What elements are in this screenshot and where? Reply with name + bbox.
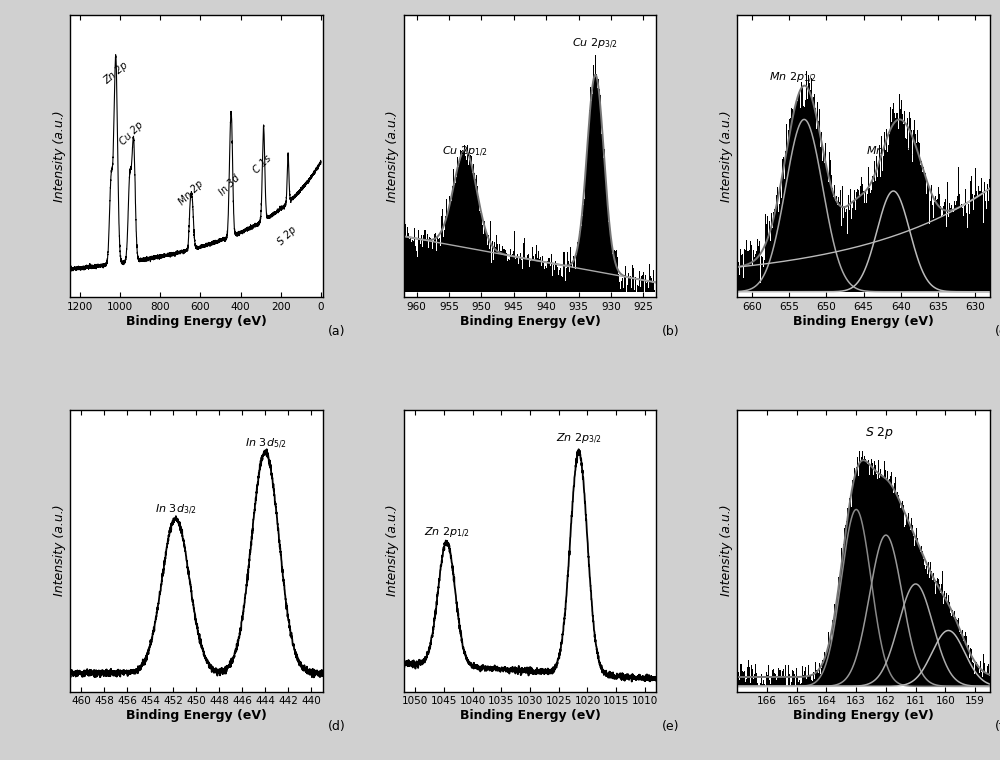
Text: C 1s: C 1s bbox=[252, 154, 274, 176]
Y-axis label: Intensity (a.u.): Intensity (a.u.) bbox=[720, 110, 733, 202]
Y-axis label: Intensity (a.u.): Intensity (a.u.) bbox=[386, 110, 399, 202]
X-axis label: Binding Energy (eV): Binding Energy (eV) bbox=[460, 709, 600, 722]
X-axis label: Binding Energy (eV): Binding Energy (eV) bbox=[793, 315, 934, 328]
Y-axis label: Intensity (a.u.): Intensity (a.u.) bbox=[720, 505, 733, 597]
Text: $Mn\ 2p_{1/2}$: $Mn\ 2p_{1/2}$ bbox=[769, 71, 817, 85]
Y-axis label: Intensity (a.u.): Intensity (a.u.) bbox=[53, 110, 66, 202]
Text: $S\ 2p$: $S\ 2p$ bbox=[865, 425, 895, 441]
Text: $Cu\ 2p_{1/2}$: $Cu\ 2p_{1/2}$ bbox=[442, 145, 488, 159]
Text: $Mn\ 2p_{3/2}$: $Mn\ 2p_{3/2}$ bbox=[866, 145, 914, 159]
Text: S 2p: S 2p bbox=[276, 224, 298, 247]
Text: $In\ 3d_{3/2}$: $In\ 3d_{3/2}$ bbox=[155, 502, 196, 517]
Text: (a): (a) bbox=[328, 325, 345, 338]
Text: (e): (e) bbox=[661, 720, 679, 733]
Text: (f): (f) bbox=[995, 720, 1000, 733]
X-axis label: Binding Energy (eV): Binding Energy (eV) bbox=[126, 315, 267, 328]
X-axis label: Binding Energy (eV): Binding Energy (eV) bbox=[126, 709, 267, 722]
Y-axis label: Intensity (a.u.): Intensity (a.u.) bbox=[386, 505, 399, 597]
Text: (b): (b) bbox=[661, 325, 679, 338]
X-axis label: Binding Energy (eV): Binding Energy (eV) bbox=[793, 709, 934, 722]
Text: $Cu\ 2p_{3/2}$: $Cu\ 2p_{3/2}$ bbox=[572, 37, 618, 51]
Text: $In\ 3d_{5/2}$: $In\ 3d_{5/2}$ bbox=[245, 437, 286, 451]
Text: $Zn\ 2p_{1/2}$: $Zn\ 2p_{1/2}$ bbox=[424, 527, 470, 540]
Y-axis label: Intensity (a.u.): Intensity (a.u.) bbox=[53, 505, 66, 597]
Text: In 3d: In 3d bbox=[217, 173, 242, 197]
Text: (d): (d) bbox=[328, 720, 346, 733]
Text: Cu 2p: Cu 2p bbox=[118, 119, 145, 147]
X-axis label: Binding Energy (eV): Binding Energy (eV) bbox=[460, 315, 600, 328]
Text: Mn 2p: Mn 2p bbox=[177, 179, 205, 207]
Text: Zn 2p: Zn 2p bbox=[102, 60, 130, 87]
Text: $Zn\ 2p_{3/2}$: $Zn\ 2p_{3/2}$ bbox=[556, 432, 602, 445]
Text: (c): (c) bbox=[995, 325, 1000, 338]
